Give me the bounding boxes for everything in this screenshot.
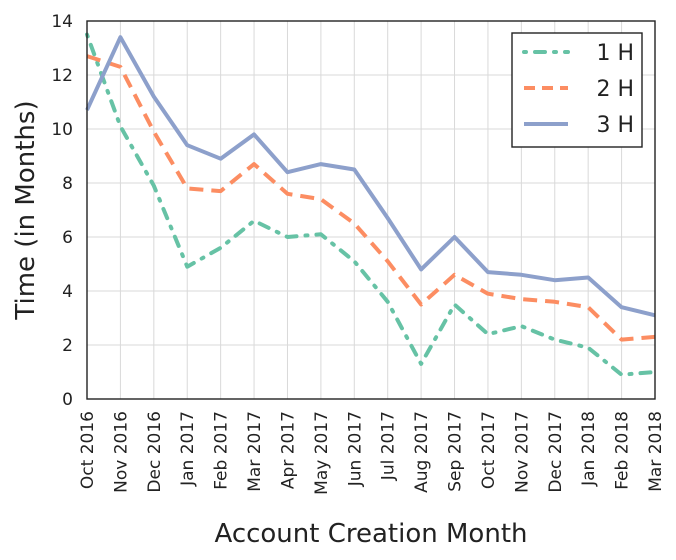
x-tick-label: Jul 2017 xyxy=(379,411,399,481)
x-tick-labels: Oct 2016 Nov 2016 Dec 2016 Jan 2017 Feb 2017… xyxy=(78,411,666,495)
x-tick-label: Apr 2017 xyxy=(278,411,298,489)
x-tick-label: Jan 2018 xyxy=(579,411,599,487)
x-tick-label: Dec 2016 xyxy=(145,411,165,493)
x-tick-label: May 2017 xyxy=(312,411,332,495)
y-tick-labels: 0 2 4 6 8 10 12 14 xyxy=(51,12,73,410)
legend: 1 H 2 H 3 H xyxy=(511,32,643,148)
y-tick-label: 4 xyxy=(62,282,73,302)
plot-frame xyxy=(86,20,656,400)
y-tick-label: 6 xyxy=(62,228,73,248)
x-tick-label: Feb 2018 xyxy=(613,411,633,490)
y-tick-label: 2 xyxy=(62,336,73,356)
x-tick-label: Nov 2016 xyxy=(111,411,131,493)
legend-label: 1 H xyxy=(596,41,634,66)
series-line-3 xyxy=(85,35,656,318)
x-axis-title: Account Creation Month xyxy=(214,519,527,549)
x-tick-label: Aug 2017 xyxy=(412,411,432,493)
x-tick-label: Jan 2017 xyxy=(178,411,198,487)
x-tick-label: Mar 2017 xyxy=(245,411,265,492)
x-tick-label: Sep 2017 xyxy=(446,411,466,492)
y-axis-title: Time (in Months) xyxy=(11,100,41,320)
series-line-1 xyxy=(85,32,657,377)
x-tick-label: Nov 2017 xyxy=(512,411,532,493)
grid xyxy=(86,20,656,400)
legend-label: 3 H xyxy=(596,113,634,138)
y-tick-label: 10 xyxy=(51,120,73,140)
x-tick-label: Oct 2016 xyxy=(78,411,98,489)
y-tick-label: 14 xyxy=(51,12,73,32)
series-lines xyxy=(85,32,657,377)
x-tick-label: Mar 2018 xyxy=(646,411,666,492)
legend-label: 2 H xyxy=(596,77,634,102)
y-tick-label: 0 xyxy=(62,390,73,410)
x-tick-label: Oct 2017 xyxy=(479,411,499,489)
x-tick-label: Jun 2017 xyxy=(345,411,365,487)
x-tick-label: Feb 2017 xyxy=(212,411,232,490)
series-line-2 xyxy=(86,54,656,342)
x-tick-label: Dec 2017 xyxy=(546,411,566,493)
y-tick-label: 8 xyxy=(62,174,73,194)
y-tick-label: 12 xyxy=(51,66,73,86)
